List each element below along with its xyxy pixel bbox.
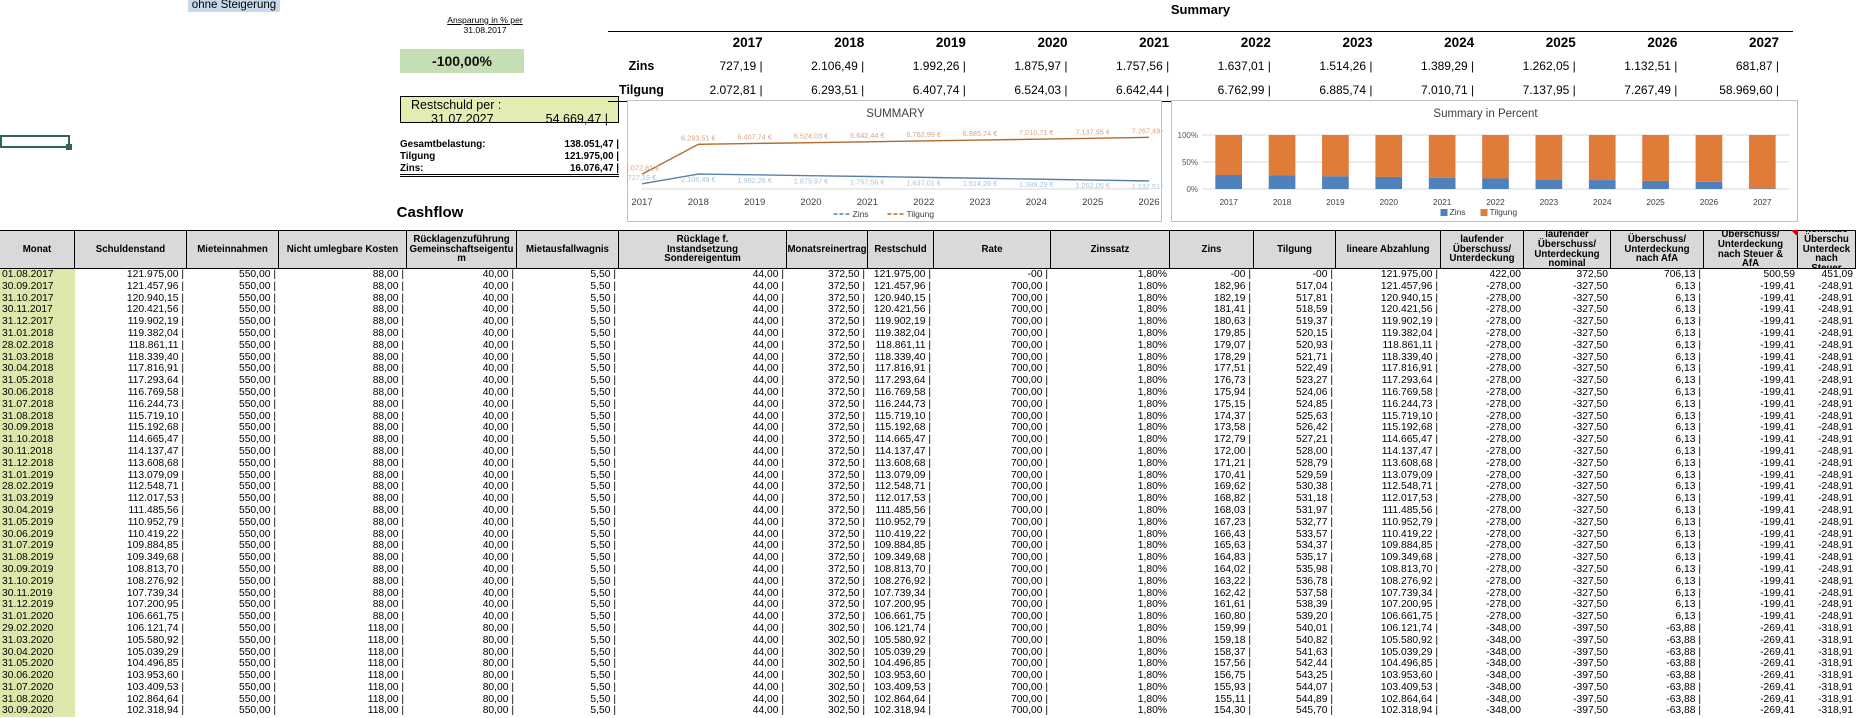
svg-text:2023: 2023: [1540, 197, 1559, 207]
svg-text:6.524,03 €: 6.524,03 €: [794, 132, 829, 141]
svg-text:727,19 €: 727,19 €: [628, 173, 656, 182]
svg-text:Tilgung: Tilgung: [907, 209, 935, 219]
svg-text:6.885,74 €: 6.885,74 €: [963, 129, 998, 138]
svg-text:6.407,74 €: 6.407,74 €: [737, 133, 772, 142]
svg-text:2022: 2022: [1486, 197, 1505, 207]
svg-text:2.072,81 €: 2.072,81 €: [628, 163, 659, 172]
svg-text:2023: 2023: [969, 197, 990, 208]
svg-text:1.992,26 €: 1.992,26 €: [737, 176, 772, 185]
svg-text:2022: 2022: [913, 197, 934, 208]
svg-text:2019: 2019: [1326, 197, 1345, 207]
svg-text:6.642,44 €: 6.642,44 €: [850, 131, 885, 140]
svg-text:Summary in Percent: Summary in Percent: [1433, 108, 1538, 120]
svg-text:1.514,26 €: 1.514,26 €: [963, 179, 998, 188]
svg-text:7.010,71 €: 7.010,71 €: [1019, 128, 1054, 137]
svg-text:100%: 100%: [1178, 131, 1198, 140]
svg-text:1.757,56 €: 1.757,56 €: [850, 178, 885, 187]
svg-text:2024: 2024: [1026, 197, 1047, 208]
svg-text:2019: 2019: [744, 197, 765, 208]
svg-text:50%: 50%: [1182, 158, 1198, 167]
svg-text:2018: 2018: [1273, 197, 1292, 207]
svg-text:7.137,95 €: 7.137,95 €: [1075, 127, 1110, 136]
svg-text:2017: 2017: [631, 197, 652, 208]
svg-text:2025: 2025: [1646, 197, 1665, 207]
svg-text:0%: 0%: [1186, 185, 1198, 194]
svg-text:1.389,29 €: 1.389,29 €: [1019, 180, 1054, 189]
svg-text:2017: 2017: [1219, 197, 1238, 207]
svg-text:2021: 2021: [857, 197, 878, 208]
svg-text:Zins: Zins: [1450, 207, 1466, 217]
svg-text:2021: 2021: [1433, 197, 1452, 207]
svg-text:2018: 2018: [688, 197, 709, 208]
svg-text:Zins: Zins: [853, 209, 869, 219]
svg-text:1.132,51 €: 1.132,51 €: [1132, 182, 1163, 191]
svg-text:1.637,01 €: 1.637,01 €: [906, 178, 941, 187]
svg-text:2020: 2020: [800, 197, 821, 208]
svg-text:2026: 2026: [1700, 197, 1719, 207]
svg-text:Tilgung: Tilgung: [1490, 207, 1518, 217]
svg-text:2026: 2026: [1138, 197, 1159, 208]
svg-text:SUMMARY: SUMMARY: [866, 108, 925, 120]
svg-text:1.262,05 €: 1.262,05 €: [1075, 181, 1110, 190]
svg-text:1.875,97 €: 1.875,97 €: [794, 177, 829, 186]
svg-text:7.267,49 €: 7.267,49 €: [1132, 126, 1163, 135]
svg-text:2020: 2020: [1380, 197, 1399, 207]
svg-text:2024: 2024: [1593, 197, 1612, 207]
svg-text:2027: 2027: [1753, 197, 1772, 207]
svg-text:6.762,99 €: 6.762,99 €: [906, 130, 941, 139]
svg-text:6.293,51 €: 6.293,51 €: [681, 133, 716, 142]
svg-text:2025: 2025: [1082, 197, 1103, 208]
svg-text:2.106,49 €: 2.106,49 €: [681, 175, 716, 184]
